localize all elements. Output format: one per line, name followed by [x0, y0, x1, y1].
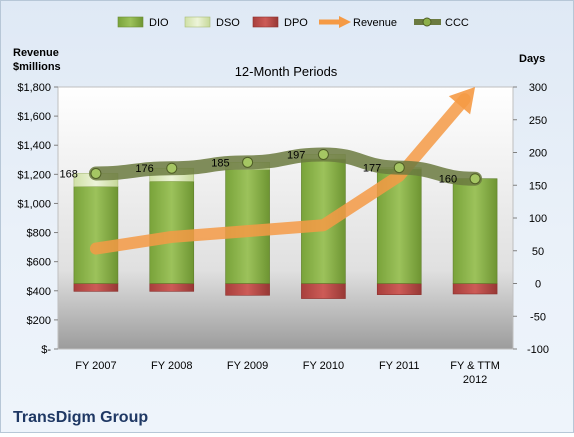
legend-item-ccc: CCC — [414, 17, 469, 29]
right-tick-label: 50 — [532, 246, 544, 258]
dpo-bar — [452, 283, 498, 295]
ccc-marker — [469, 173, 481, 185]
ccc-marker — [393, 162, 405, 174]
category-label: FY 2008 — [151, 360, 192, 372]
right-tick-label: 150 — [529, 180, 547, 192]
left-tick-label: $600 — [27, 257, 51, 269]
x-axis: FY 2007 FY 2008 FY 2009 FY 2010 FY 2011 FY & … — [75, 360, 500, 386]
right-tick-label: -50 — [530, 311, 546, 323]
left-axis: $- $200 $400 $600 $800 $1,000 $1,200 $1,400 $1,6… — [17, 82, 58, 356]
right-axis: -100 -50 0 50 100 150 200 250 300 — [513, 82, 549, 356]
left-tick-label: $400 — [27, 286, 51, 298]
dio-bar — [452, 178, 498, 284]
legend-label-dio: DIO — [149, 17, 169, 29]
dpo-bar — [301, 283, 346, 299]
dio-bar — [73, 186, 119, 284]
category-label: FY 2007 — [75, 360, 116, 372]
right-tick-label: 0 — [535, 279, 541, 291]
ccc-data-label: 160 — [439, 174, 457, 186]
right-tick-label: -100 — [527, 344, 549, 356]
legend: DIO DSO DPO Revenue CCC — [117, 16, 469, 29]
left-axis-title-line2: $millions — [13, 61, 61, 73]
left-tick-label: $1,400 — [17, 140, 51, 152]
category-label: FY 2011 — [379, 360, 420, 372]
right-tick-label: 200 — [529, 148, 547, 160]
ccc-marker — [90, 167, 102, 179]
ccc-marker — [166, 162, 178, 174]
legend-label-dso: DSO — [216, 17, 240, 29]
company-name: TransDigm Group — [13, 409, 148, 426]
legend-label-dpo: DPO — [284, 17, 308, 29]
dpo-bar — [225, 283, 270, 296]
left-tick-label: $1,000 — [17, 198, 51, 210]
right-tick-label: 100 — [529, 213, 547, 225]
category-label-line2: 2012 — [463, 374, 487, 386]
left-tick-label: $- — [41, 344, 51, 356]
left-tick-label: $1,600 — [17, 111, 51, 123]
right-tick-label: 300 — [529, 82, 547, 94]
ccc-data-label: 168 — [60, 168, 78, 180]
legend-item-dpo: DPO — [252, 16, 308, 29]
ccc-line — [88, 147, 483, 186]
chart-title: 12-Month Periods — [235, 64, 338, 79]
legend-item-dio: DIO — [117, 16, 169, 29]
ccc-series: 168 176 185 197 177 160 — [60, 147, 483, 186]
ccc-marker — [242, 156, 254, 168]
left-tick-label: $800 — [27, 228, 51, 240]
revenue-arrowhead — [448, 87, 476, 115]
left-tick-label: $1,800 — [17, 82, 51, 94]
legend-label-ccc: CCC — [445, 17, 469, 29]
left-tick-label: $200 — [27, 315, 51, 327]
dpo-bar — [73, 283, 119, 292]
category-label: FY 2010 — [303, 360, 344, 372]
dpo-bar — [376, 283, 422, 295]
ccc-marker — [317, 148, 329, 160]
dpo-bar — [149, 283, 195, 292]
legend-item-dso: DSO — [184, 16, 240, 29]
category-label: FY 2009 — [227, 360, 268, 372]
right-tick-label: 250 — [529, 115, 547, 127]
ccc-data-label: 176 — [135, 163, 153, 175]
ccc-data-label: 185 — [211, 157, 229, 169]
right-axis-title: Days — [519, 53, 545, 65]
left-axis-title-line1: Revenue — [13, 47, 59, 59]
left-tick-label: $1,200 — [17, 169, 51, 181]
legend-label-revenue: Revenue — [353, 17, 397, 29]
category-label: FY & TTM — [450, 360, 500, 372]
legend-item-revenue: Revenue — [319, 16, 397, 29]
ccc-data-label: 197 — [287, 149, 305, 161]
ccc-data-label: 177 — [363, 163, 381, 175]
